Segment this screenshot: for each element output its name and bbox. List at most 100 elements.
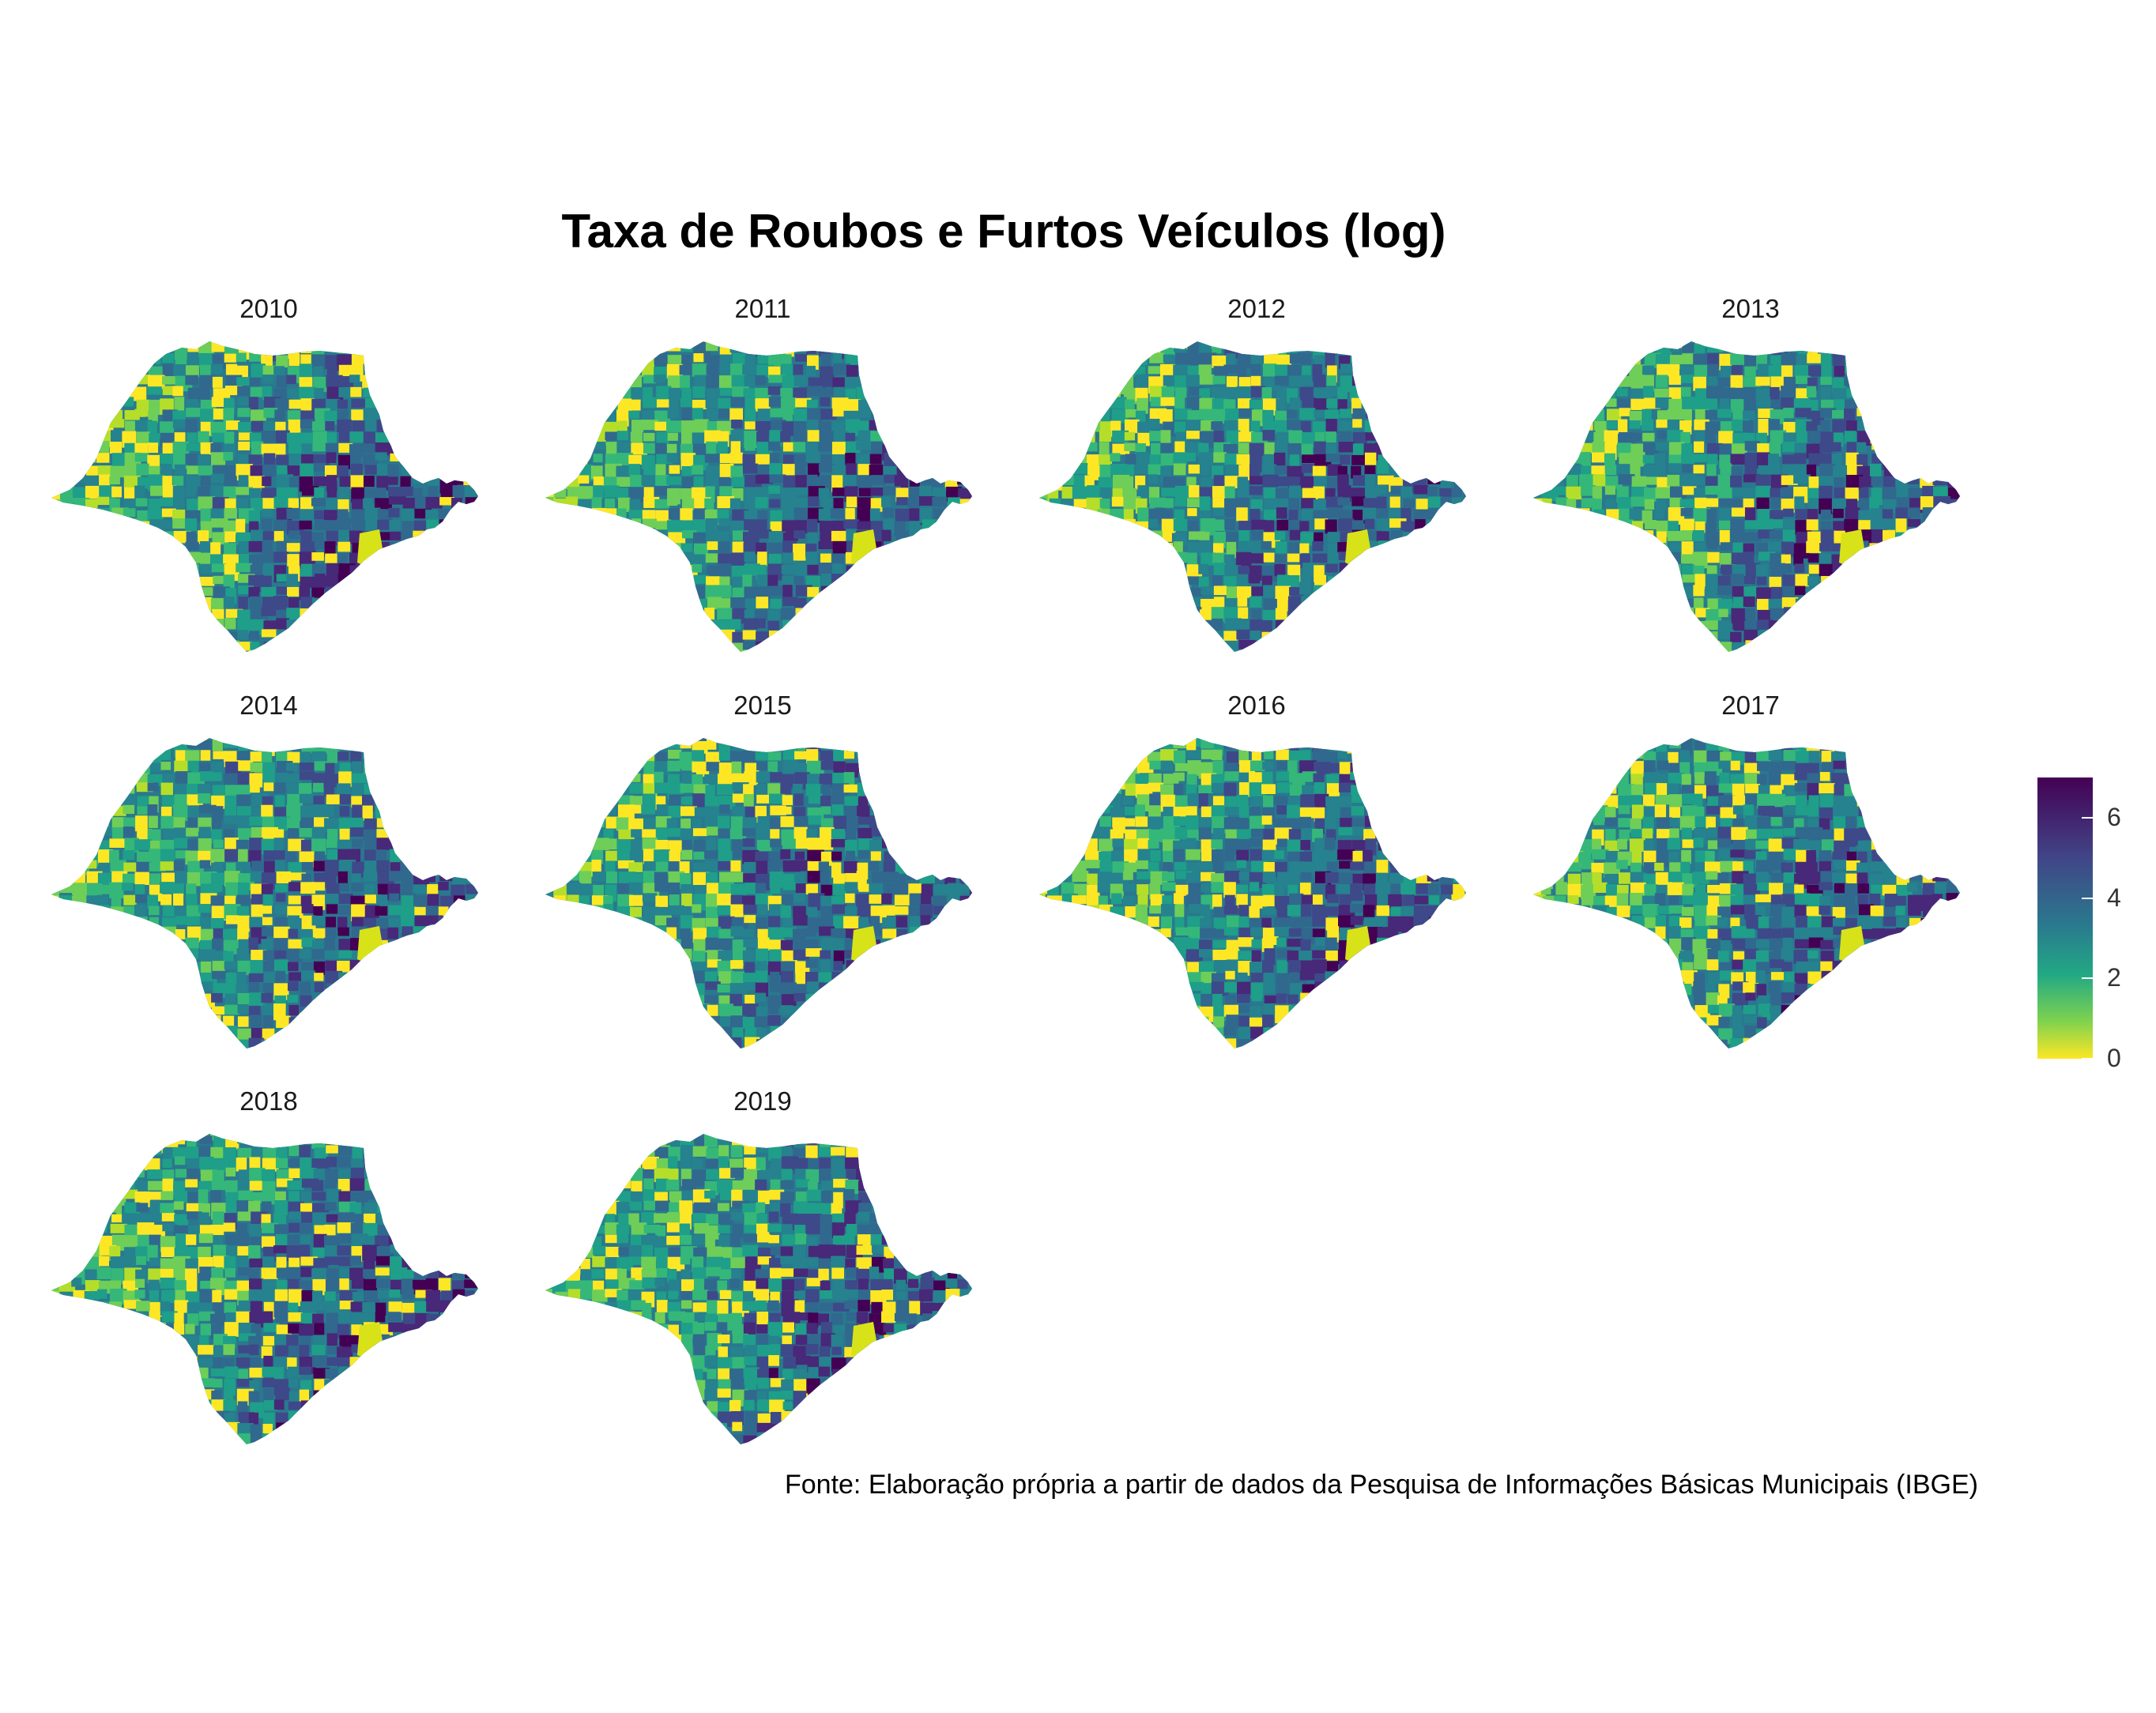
municipality-cell <box>1832 653 1844 664</box>
municipality-cell <box>909 619 919 634</box>
municipality-cell <box>1604 430 1618 445</box>
municipality-cell <box>149 552 165 564</box>
municipality-cell <box>84 532 97 545</box>
municipality-cell <box>1048 574 1063 589</box>
municipality-cell <box>554 397 569 406</box>
municipality-cell <box>1680 518 1694 533</box>
municipality-cell <box>1920 552 1938 567</box>
municipality-cell <box>1187 653 1198 662</box>
municipality-cell <box>72 640 89 652</box>
municipality-cell <box>175 596 188 609</box>
municipality-cell <box>71 749 84 759</box>
municipality-cell <box>326 728 338 738</box>
municipality-cell <box>311 949 329 960</box>
municipality-cell <box>1693 353 1709 366</box>
municipality-cell <box>1592 452 1608 463</box>
municipality-cell <box>224 795 239 810</box>
municipality-cell <box>692 640 708 652</box>
municipality-cell <box>1464 386 1466 397</box>
municipality-cell <box>1439 541 1451 555</box>
municipality-cell <box>1909 341 1920 342</box>
municipality-cell <box>301 454 314 465</box>
municipality-cell <box>1821 631 1832 647</box>
municipality-cell <box>1338 420 1354 433</box>
municipality-cell <box>364 762 379 774</box>
municipality-cell <box>1378 475 1394 485</box>
municipality-cell <box>1325 431 1336 443</box>
municipality-cell <box>567 388 584 399</box>
municipality-cell <box>1263 332 1280 340</box>
municipality-cell <box>60 948 76 964</box>
municipality-cell <box>592 618 609 634</box>
municipality-cell <box>428 585 439 602</box>
municipality-cell <box>857 574 871 589</box>
municipality-cell <box>387 410 404 424</box>
municipality-cell <box>237 397 254 406</box>
municipality-cell <box>149 574 161 588</box>
municipality-cell <box>1262 430 1275 441</box>
municipality-cell <box>1533 343 1543 355</box>
municipality-cell <box>96 410 113 421</box>
municipality-cell <box>1934 575 1947 587</box>
municipality-cell <box>51 938 62 956</box>
municipality-cell <box>238 760 254 771</box>
municipality-cell <box>71 839 85 855</box>
municipality-cell <box>1125 619 1138 630</box>
municipality-cell <box>1135 642 1151 652</box>
municipality-cell <box>1402 365 1418 383</box>
municipality-cell <box>73 364 89 378</box>
municipality-cell <box>450 761 468 776</box>
municipality-cell <box>1377 341 1395 346</box>
municipality-cell <box>97 872 115 886</box>
municipality-cell <box>1099 488 1113 502</box>
municipality-cell <box>580 344 591 357</box>
municipality-cell <box>605 520 617 534</box>
municipality-cell <box>1441 399 1457 416</box>
municipality-cell <box>973 477 984 488</box>
municipality-cell <box>1149 596 1161 608</box>
municipality-cell <box>655 341 672 351</box>
municipality-cell <box>426 519 440 535</box>
municipality-cell <box>590 465 603 480</box>
municipality-cell <box>1769 442 1781 457</box>
municipality-cell <box>147 585 164 600</box>
municipality-cell <box>1756 497 1770 510</box>
municipality-cell <box>706 465 724 481</box>
municipality-cell <box>1072 608 1084 622</box>
municipality-cell <box>451 950 462 958</box>
municipality-cell <box>781 354 792 367</box>
municipality-cell <box>545 364 554 380</box>
municipality-cell <box>896 587 910 602</box>
municipality-cell <box>376 860 390 873</box>
municipality-cell <box>476 365 478 377</box>
municipality-cell <box>61 817 74 831</box>
municipality-cell <box>1831 608 1847 621</box>
municipality-cell <box>58 576 71 589</box>
municipality-cell <box>427 464 438 474</box>
municipality-cell <box>1920 398 1936 415</box>
municipality-cell <box>744 653 758 664</box>
municipality-cell <box>213 332 230 340</box>
municipality-cell <box>1427 342 1441 352</box>
municipality-cell <box>807 518 818 534</box>
municipality-cell <box>1226 430 1241 446</box>
municipality-cell <box>85 629 102 640</box>
municipality-cell <box>1174 341 1187 352</box>
municipality-cell <box>428 608 443 623</box>
municipality-cell <box>806 597 820 611</box>
municipality-cell <box>1098 552 1115 561</box>
municipality-cell <box>452 532 465 549</box>
municipality-cell <box>1085 597 1101 612</box>
municipality-cell <box>1135 574 1149 592</box>
municipality-cell <box>84 363 99 378</box>
municipality-cell <box>1655 353 1671 366</box>
municipality-cell <box>1566 377 1581 390</box>
municipality-cell <box>376 563 393 581</box>
municipality-cell <box>1642 543 1657 561</box>
municipality-cell <box>85 938 103 947</box>
municipality-cell <box>1819 651 1837 652</box>
municipality-cell <box>1110 642 1123 652</box>
municipality-cell <box>438 850 449 867</box>
municipality-cell <box>832 631 850 641</box>
municipality-cell <box>262 654 279 664</box>
